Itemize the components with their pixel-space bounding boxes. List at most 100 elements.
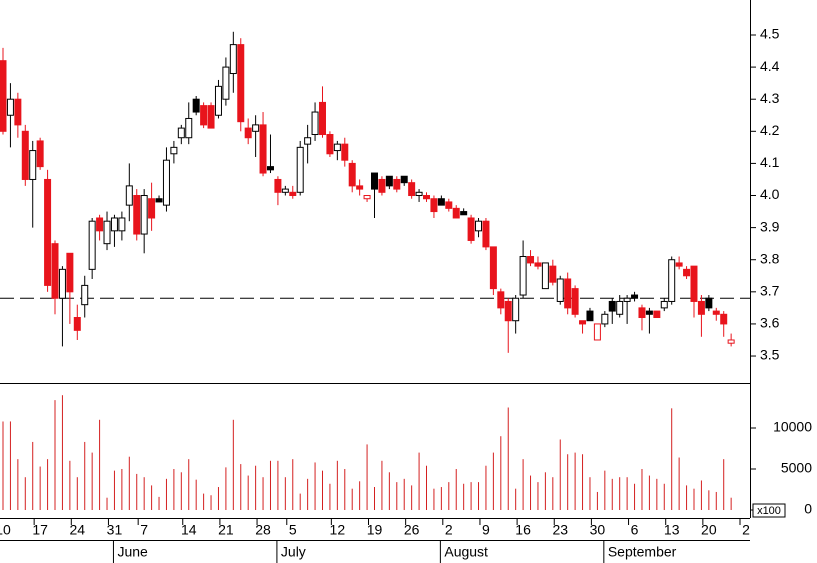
- candle-body: [6, 98, 14, 116]
- candle-body: [44, 178, 52, 286]
- candle-body: [356, 185, 364, 190]
- candle-body: [378, 178, 386, 193]
- candle-body: [66, 252, 74, 293]
- candle-body: [36, 140, 44, 168]
- candle-body: [616, 300, 624, 315]
- candle-body: [259, 124, 267, 174]
- x-tick-label: 9: [482, 522, 490, 538]
- candle-body: [504, 300, 512, 322]
- candle-body: [564, 278, 572, 309]
- month-label: June: [117, 544, 148, 560]
- candle-body: [103, 220, 111, 245]
- candle-body: [318, 101, 326, 136]
- candle-body: [423, 195, 431, 200]
- x-tick-label: 12: [330, 522, 346, 538]
- candle-body: [140, 195, 148, 235]
- candle-body: [296, 146, 304, 193]
- candle-body: [497, 291, 505, 309]
- volume-tick-label: 5000: [781, 460, 812, 476]
- candle-body: [489, 246, 497, 290]
- unit-box: [752, 503, 786, 518]
- candle-body: [638, 307, 646, 319]
- x-tick-label: 10: [0, 522, 11, 538]
- candle-body: [586, 310, 594, 322]
- x-tick-label: 6: [631, 522, 639, 538]
- candle-body: [653, 310, 661, 319]
- candle-body: [348, 162, 356, 187]
- month-label: July: [281, 544, 306, 560]
- candle-body: [385, 175, 393, 187]
- candle-body: [177, 127, 185, 139]
- y-tick-label: 3.9: [760, 218, 780, 234]
- candle-body: [289, 191, 297, 197]
- candle-body: [415, 191, 423, 197]
- unit-label: x100: [757, 505, 781, 517]
- candle-body: [720, 313, 728, 325]
- y-tick-label: 4.5: [760, 26, 780, 42]
- candle-body: [601, 313, 609, 325]
- candle-body: [222, 66, 230, 100]
- candle-body: [155, 198, 163, 203]
- candle-body: [645, 310, 653, 315]
- candle-body: [363, 195, 371, 200]
- x-tick-label: 21: [218, 522, 234, 538]
- candle-body: [148, 198, 156, 219]
- candle-body: [185, 117, 193, 139]
- x-tick-label: 26: [404, 522, 420, 538]
- candle-body: [690, 265, 698, 302]
- candle-body: [712, 310, 720, 315]
- y-tick-label: 3.6: [760, 315, 780, 331]
- candle-body: [660, 300, 668, 309]
- candle-body: [133, 195, 141, 235]
- candle-body: [467, 217, 475, 241]
- candle-body: [58, 268, 66, 299]
- candle-body: [118, 217, 126, 232]
- candle-body: [200, 105, 208, 126]
- candle-body: [304, 137, 312, 145]
- x-tick-label: 24: [70, 522, 86, 538]
- candle-body: [51, 243, 59, 299]
- candle-body: [274, 178, 282, 193]
- candle-body: [556, 278, 564, 302]
- candle-body: [482, 220, 490, 248]
- candle-body: [333, 143, 341, 152]
- candle-body: [371, 172, 378, 190]
- candle-body: [266, 166, 274, 171]
- candle-body: [593, 323, 601, 341]
- month-label: September: [608, 544, 677, 560]
- x-tick-label: 20: [701, 522, 717, 538]
- candle-body: [162, 159, 170, 206]
- candle-body: [0, 60, 7, 132]
- x-tick-label: 13: [664, 522, 680, 538]
- y-tick-label: 4.3: [760, 90, 780, 106]
- y-tick-label: 3.8: [760, 250, 780, 266]
- volume-tick-label: 0: [804, 501, 812, 517]
- candle-body: [727, 339, 735, 344]
- x-tick-label: 23: [552, 522, 568, 538]
- candle-body: [527, 256, 535, 264]
- x-tick-label: 16: [515, 522, 531, 538]
- y-tick-label: 4.0: [760, 186, 780, 202]
- y-tick-label: 4.1: [760, 154, 780, 170]
- candle-body: [697, 300, 705, 315]
- candle-body: [571, 288, 579, 315]
- candle-body: [341, 143, 349, 161]
- candle-body: [237, 44, 245, 123]
- candle-body: [73, 317, 81, 331]
- candle-body: [437, 198, 445, 206]
- candle-body: [81, 284, 89, 306]
- month-label: August: [444, 544, 488, 560]
- candle-body: [281, 188, 289, 193]
- x-tick-label: 28: [255, 522, 271, 538]
- candle-body: [675, 262, 683, 267]
- candle-body: [430, 198, 438, 213]
- candle-body: [311, 111, 319, 136]
- x-tick-label: 31: [107, 522, 123, 538]
- candle-body: [608, 300, 616, 312]
- x-tick-label: 19: [367, 522, 383, 538]
- candle-body: [393, 178, 401, 190]
- x-tick-label: 30: [590, 522, 606, 538]
- candle-body: [668, 259, 676, 302]
- candle-body: [512, 297, 520, 322]
